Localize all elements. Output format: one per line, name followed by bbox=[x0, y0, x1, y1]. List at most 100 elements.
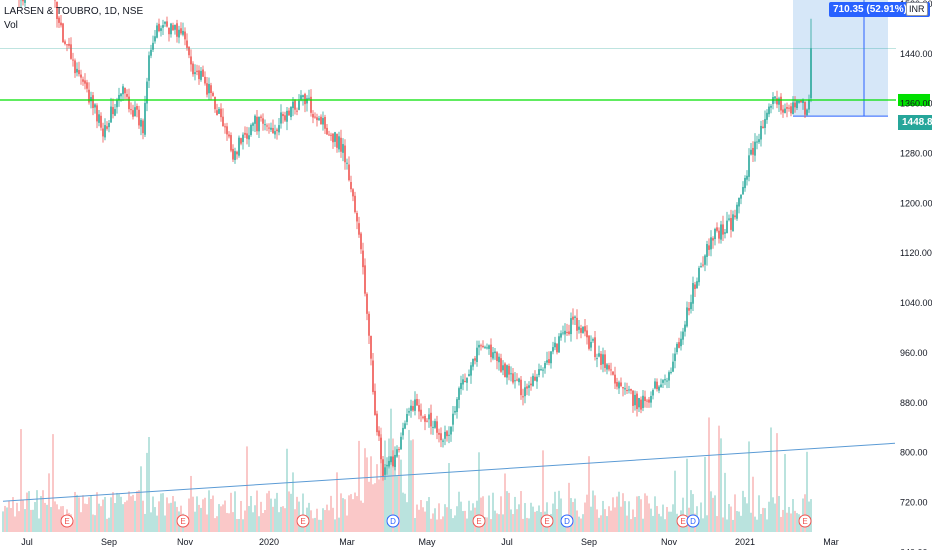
candle-body bbox=[576, 317, 578, 331]
candle-body bbox=[374, 390, 376, 415]
candle-body bbox=[480, 345, 482, 347]
candle-body bbox=[414, 399, 416, 411]
volume-bar bbox=[364, 448, 366, 532]
volume-bar bbox=[280, 506, 282, 532]
volume-bar bbox=[258, 516, 260, 532]
volume-bar bbox=[344, 499, 346, 532]
currency-badge[interactable]: INR bbox=[906, 2, 928, 16]
candle-body bbox=[190, 56, 192, 65]
candle-body bbox=[330, 134, 332, 136]
candle-body bbox=[58, 17, 60, 23]
candle-body bbox=[630, 388, 632, 391]
volume-bar bbox=[96, 492, 98, 532]
volume-bar bbox=[434, 508, 436, 532]
candle-body bbox=[92, 95, 94, 109]
volume-bar bbox=[568, 482, 570, 532]
candle-body bbox=[222, 116, 224, 127]
volume-bar bbox=[728, 504, 730, 532]
candle-body bbox=[652, 389, 654, 396]
candle-body bbox=[104, 125, 106, 138]
volume-bar bbox=[384, 440, 386, 532]
candle-body bbox=[146, 81, 148, 104]
candle-body bbox=[280, 112, 282, 124]
candle-body bbox=[288, 110, 290, 116]
candle-body bbox=[458, 388, 460, 400]
volume-bar bbox=[598, 517, 600, 532]
candle-body bbox=[670, 371, 672, 373]
candle-body bbox=[370, 335, 372, 359]
volume-bar bbox=[2, 511, 4, 532]
volume-bar bbox=[578, 516, 580, 532]
candle-body bbox=[572, 316, 574, 320]
volume-bar bbox=[58, 509, 60, 532]
candle-body bbox=[262, 118, 264, 124]
candle-body bbox=[200, 70, 202, 80]
candle-body bbox=[494, 351, 496, 354]
volume-bar bbox=[348, 495, 350, 532]
candle-body bbox=[150, 49, 152, 56]
volume-bar bbox=[660, 516, 662, 532]
volume-bar bbox=[226, 512, 228, 532]
candle-body bbox=[460, 382, 462, 389]
candle-body bbox=[512, 373, 514, 383]
candle-body bbox=[506, 365, 508, 378]
candle-body bbox=[442, 440, 444, 442]
y-tick-label: 800.00 bbox=[900, 448, 928, 458]
candle-body bbox=[136, 106, 138, 110]
candle-body bbox=[108, 123, 110, 128]
candle-body bbox=[284, 115, 286, 121]
candle-body bbox=[424, 415, 426, 422]
candle-body bbox=[754, 141, 756, 156]
candle-body bbox=[216, 110, 218, 116]
candle-body bbox=[244, 132, 246, 135]
volume-bar bbox=[440, 519, 442, 532]
volume-bar bbox=[646, 495, 648, 532]
volume-bar bbox=[122, 504, 124, 532]
candle-body bbox=[66, 44, 68, 46]
volume-bar bbox=[482, 496, 484, 532]
candle-body bbox=[226, 126, 228, 135]
candle-body bbox=[232, 148, 234, 160]
candle-body bbox=[684, 324, 686, 332]
volume-bar bbox=[408, 429, 410, 532]
earnings-marker-letter: E bbox=[802, 517, 807, 526]
candle-body bbox=[736, 204, 738, 219]
candle-body bbox=[156, 25, 158, 38]
volume-bar bbox=[626, 515, 628, 532]
volume-bar bbox=[12, 497, 14, 532]
volume-bar bbox=[202, 499, 204, 532]
candle-body bbox=[744, 177, 746, 189]
candle-body bbox=[518, 378, 520, 383]
volume-bar bbox=[436, 519, 438, 532]
y-tick-label: 720.00 bbox=[900, 497, 928, 507]
candle-body bbox=[448, 434, 450, 436]
volume-bar bbox=[352, 499, 354, 532]
candle-body bbox=[492, 352, 494, 359]
candle-body bbox=[516, 379, 518, 381]
candle-body bbox=[644, 396, 646, 402]
volume-bar bbox=[702, 518, 704, 532]
volume-bar bbox=[662, 504, 664, 532]
volume-bar bbox=[534, 511, 536, 532]
volume-bar bbox=[412, 439, 414, 532]
candle-body bbox=[352, 189, 354, 197]
volume-bar bbox=[416, 504, 418, 532]
candle-body bbox=[590, 341, 592, 348]
volume-bar bbox=[42, 490, 44, 532]
volume-bar bbox=[286, 448, 288, 532]
volume-bar bbox=[538, 505, 540, 532]
candle-body bbox=[638, 398, 640, 408]
candle-body bbox=[554, 342, 556, 348]
volume-bar bbox=[700, 502, 702, 532]
candle-body bbox=[564, 330, 566, 335]
candle-body bbox=[246, 133, 248, 139]
candle-body bbox=[640, 399, 642, 410]
x-tick-label: Mar bbox=[339, 537, 355, 547]
volume-bar bbox=[386, 466, 388, 532]
candle-body bbox=[348, 164, 350, 181]
volume-bar bbox=[704, 456, 706, 532]
candle-body bbox=[794, 102, 796, 108]
candle-body bbox=[158, 23, 160, 32]
